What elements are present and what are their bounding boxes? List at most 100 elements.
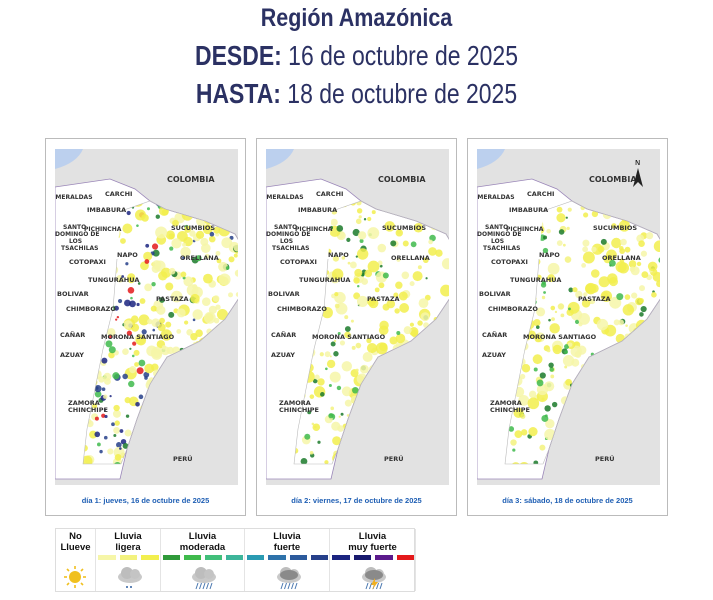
rain-cell (146, 207, 150, 211)
map-label: AZUAY (271, 351, 295, 359)
rain-cell (420, 312, 430, 322)
rain-cell (204, 253, 210, 259)
rain-cell (528, 330, 536, 339)
rain-cell (144, 259, 150, 264)
map-label: COTOPAXI (491, 258, 528, 266)
rain-cell (104, 414, 108, 419)
rain-cell (379, 342, 388, 352)
rain-cell (368, 298, 379, 309)
map-label: ESMERALDAS (266, 194, 304, 201)
rain-cell (622, 304, 635, 316)
rain-cell (390, 240, 397, 247)
rain-cell (409, 322, 415, 327)
rain-cell (384, 221, 395, 232)
rain-cell (539, 372, 546, 379)
rain-cell (344, 315, 349, 320)
rain-cell (92, 403, 98, 409)
rain-cell (440, 284, 449, 297)
rain-cell (591, 210, 599, 218)
rain-cell (183, 276, 194, 287)
rain-cell (551, 401, 558, 408)
legend-swatch (289, 555, 307, 560)
map-label: DOMINGO DE (266, 231, 311, 238)
rain-cell (367, 260, 380, 273)
rain-cell (550, 374, 555, 379)
rain-cell (395, 229, 403, 237)
rain-cell (570, 345, 582, 358)
rain-cell (611, 223, 617, 229)
rain-cell (536, 307, 546, 317)
legend-swatch (226, 555, 243, 560)
map-label: CHIMBORAZO (66, 305, 116, 313)
rain-cell (564, 344, 570, 350)
rain-cell (344, 399, 352, 407)
rain-cell (618, 319, 625, 326)
map-label: TSACHILAS (272, 245, 310, 252)
rain-cell (141, 329, 147, 335)
rain-cell (155, 214, 160, 219)
rain-cell (546, 348, 551, 353)
rain-cell (131, 354, 135, 358)
map-label: IMBABURA (298, 206, 337, 214)
rain-cell (144, 376, 148, 380)
rain-cell (636, 261, 642, 267)
rain-cell (332, 436, 342, 446)
rain-cell (233, 253, 238, 258)
map-label: PERÚ (384, 454, 404, 463)
map-label: SUCUMBIOS (171, 224, 215, 232)
map-label: NAPO (539, 251, 560, 259)
map-caption: día 1: jueves, 16 de octubre de 2025 (81, 496, 210, 505)
from-date: 16 de octubre de 2025 (288, 40, 518, 71)
rain-cell (328, 383, 332, 387)
rain-cell (165, 282, 174, 291)
rain-cell (116, 315, 120, 319)
rain-cell (351, 345, 356, 350)
legend-category: Lluvia muy fuerte (330, 529, 416, 591)
rain-cell (581, 299, 591, 308)
rain-cell (417, 320, 423, 326)
rain-cell (120, 438, 127, 445)
rain-cell (168, 311, 175, 318)
rain-cell (195, 329, 203, 338)
rain-cell (353, 277, 360, 284)
rain-cell (119, 447, 122, 450)
rain-cell (125, 262, 129, 266)
map-label: DOMINGO DE (55, 231, 100, 238)
map-label: CARCHI (527, 190, 554, 198)
sun-icon (63, 565, 91, 596)
map-label: MORONA SANTIAGO (523, 333, 597, 341)
rain-cell (352, 228, 360, 237)
rain-cell (565, 216, 568, 219)
ocean (477, 149, 505, 169)
rain-cell (544, 381, 555, 392)
rain-cell (152, 328, 156, 332)
rain-cell (129, 300, 136, 308)
legend-swatch (119, 555, 138, 560)
map-label: TSACHILAS (61, 245, 99, 252)
rain-cell (129, 366, 137, 374)
rain-cell (631, 292, 638, 299)
rain-cell (329, 355, 332, 358)
rain-cell (638, 298, 644, 304)
rain-cell (133, 349, 140, 356)
rain-cell (192, 318, 196, 322)
rain-cell (362, 352, 373, 363)
rain-cell (603, 255, 612, 264)
rain-cell (233, 243, 238, 252)
legend-swatch (184, 555, 201, 560)
rain-cell (541, 414, 549, 422)
rain-cell (339, 340, 346, 346)
rain-cell (389, 336, 398, 345)
map-label: PICHINCHA (84, 226, 122, 233)
rain-cell (171, 238, 182, 249)
rain-cell (582, 251, 595, 264)
rain-cell (108, 351, 115, 359)
map-label: ORELLANA (602, 254, 641, 262)
rain-cell (228, 292, 234, 298)
from-label: DESDE: (195, 40, 282, 71)
map-label: TSACHILAS (483, 245, 521, 252)
rain-cell (625, 324, 628, 327)
rain-cell (549, 367, 555, 372)
rain-cell (321, 307, 333, 319)
rain-cell (216, 309, 228, 321)
